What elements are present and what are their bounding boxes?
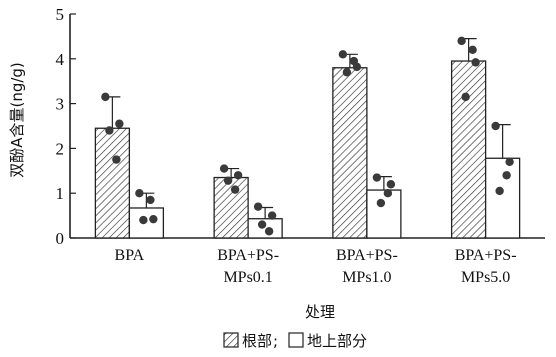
- legend-label-shoots: 地上部分: [307, 332, 367, 350]
- data-point: [233, 171, 243, 180]
- data-point: [342, 68, 352, 77]
- data-point: [264, 227, 274, 236]
- y-tick-label: 4: [56, 50, 65, 69]
- data-point: [338, 50, 348, 59]
- x-tick-label: MPs0.1: [223, 269, 272, 286]
- data-point: [101, 92, 110, 102]
- data-point: [502, 171, 511, 180]
- x-tick-label: BPA+PS-: [336, 247, 398, 264]
- x-axis-title: 处理: [305, 303, 335, 321]
- y-axis: 0 1 2 3 4 5: [56, 5, 76, 248]
- bars: [94, 60, 521, 239]
- data-points: [101, 36, 514, 236]
- data-point: [267, 211, 277, 220]
- data-point: [219, 164, 229, 173]
- data-point: [223, 176, 233, 185]
- x-tick-label: MPs1.0: [342, 269, 391, 286]
- data-point: [376, 198, 386, 208]
- data-point: [471, 58, 480, 67]
- y-tick-label: 0: [56, 229, 65, 248]
- x-axis: BPA BPA+PS- MPs0.1 BPA+PS- MPs1.0 BPA+PS- MPs5…: [70, 232, 545, 286]
- data-point: [149, 214, 158, 224]
- legend-swatch-open: [288, 332, 304, 348]
- x-tick-label: BPA+PS-: [217, 247, 279, 264]
- data-point: [253, 202, 263, 211]
- data-point: [372, 173, 382, 182]
- data-point: [505, 157, 514, 167]
- data-point: [383, 189, 393, 198]
- data-point: [491, 121, 500, 131]
- data-point: [112, 155, 121, 164]
- data-point: [457, 36, 466, 46]
- bar-shoots: [484, 157, 521, 239]
- legend: 根部 ; 地上部分: [223, 332, 367, 350]
- legend-separator: ;: [273, 332, 278, 350]
- data-point: [115, 119, 124, 128]
- data-point: [146, 195, 155, 205]
- bar-roots: [450, 60, 487, 239]
- y-tick-label: 1: [56, 184, 65, 203]
- bar-shoots: [366, 189, 402, 239]
- x-tick-label: BPA+PS-: [455, 247, 517, 264]
- y-axis-title: 双酚A含量(ng/g): [8, 62, 26, 178]
- bar-roots: [213, 176, 249, 239]
- x-tick-label: BPA: [115, 247, 145, 264]
- y-tick-label: 2: [56, 139, 65, 158]
- y-tick-label: 5: [56, 5, 65, 24]
- data-point: [135, 189, 144, 198]
- data-point: [257, 220, 267, 229]
- data-point: [386, 180, 396, 189]
- data-point: [105, 126, 114, 135]
- data-point: [468, 45, 477, 55]
- data-point: [495, 186, 504, 196]
- y-tick-label: 3: [56, 95, 65, 114]
- legend-label-roots: 根部: [242, 332, 272, 350]
- error-bars: [104, 38, 511, 219]
- data-point: [230, 185, 240, 194]
- bar-roots: [332, 67, 368, 239]
- data-point: [461, 92, 470, 102]
- data-point: [139, 215, 148, 225]
- legend-swatch-hatched: [223, 332, 239, 348]
- bar-roots: [94, 127, 131, 239]
- data-point: [352, 62, 362, 72]
- x-tick-label: MPs5.0: [461, 269, 510, 286]
